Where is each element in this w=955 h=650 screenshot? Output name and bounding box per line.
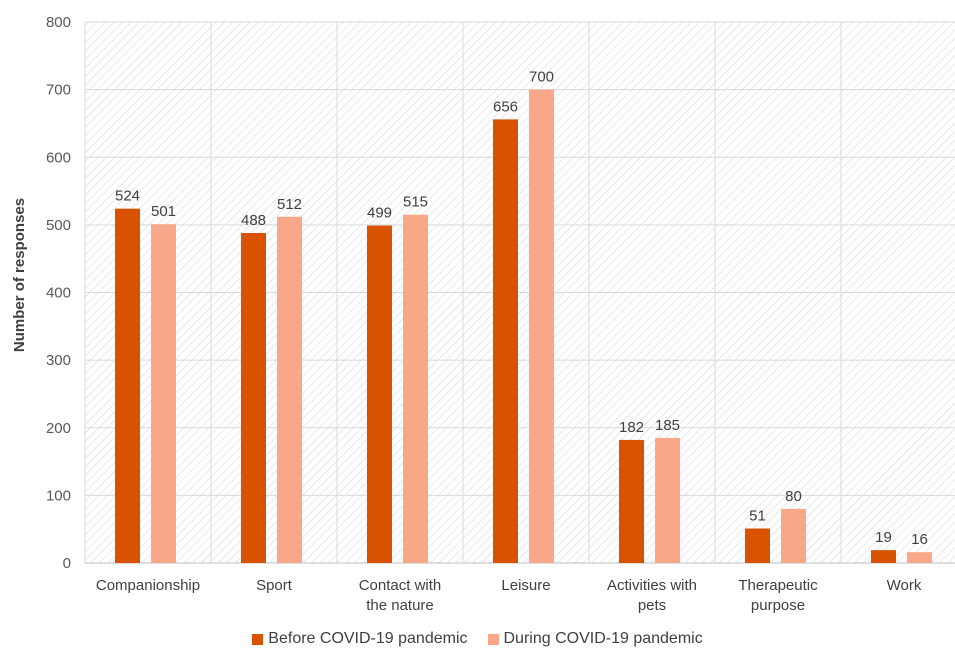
bar-during	[781, 508, 806, 563]
bar-during	[529, 89, 554, 563]
y-tick-label: 400	[46, 285, 71, 302]
x-category-label: Leisure	[501, 577, 550, 594]
data-label: 524	[115, 188, 140, 205]
y-tick-label: 200	[46, 420, 71, 437]
legend-item-before: Before COVID-19 pandemic	[252, 628, 468, 650]
x-category-label: Activities with	[607, 577, 697, 594]
bar-before	[367, 225, 392, 563]
y-tick-label: 600	[46, 149, 71, 166]
data-label: 488	[241, 212, 266, 229]
data-label: 700	[529, 69, 554, 86]
y-tick-label: 300	[46, 352, 71, 369]
gridlines	[84, 21, 955, 564]
data-label: 16	[911, 531, 928, 548]
bar-before	[115, 208, 140, 563]
legend-swatch-before	[252, 633, 264, 645]
x-category-label: purpose	[751, 597, 805, 614]
bar-during	[151, 224, 176, 564]
data-label: 512	[277, 196, 302, 213]
x-category-label: Work	[887, 577, 922, 594]
bar-during	[655, 437, 680, 563]
x-category-label: Therapeutic	[738, 577, 818, 594]
legend: Before COVID-19 pandemic During COVID-19…	[0, 628, 955, 650]
y-axis-label: Number of responses	[11, 198, 28, 352]
data-label: 656	[493, 98, 518, 115]
legend-label-before: Before COVID-19 pandemic	[268, 630, 468, 647]
y-tick-label: 700	[46, 82, 71, 99]
bar-during	[907, 552, 932, 563]
data-label: 515	[403, 194, 428, 211]
bar-before	[871, 550, 896, 563]
x-category-label: Companionship	[96, 577, 200, 594]
bars	[115, 89, 932, 564]
y-axis-ticks: 0 100 200 300 400 500 600 700 800	[46, 14, 71, 572]
data-label: 182	[619, 419, 644, 436]
y-tick-label: 100	[46, 487, 71, 504]
x-category-label: Contact with	[359, 577, 442, 594]
bar-before	[745, 528, 770, 563]
x-axis-categories: Companionship Sport Contact with the nature…	[96, 577, 922, 614]
data-label: 19	[875, 529, 892, 546]
x-category-label: the nature	[366, 597, 434, 614]
y-tick-label: 800	[46, 14, 71, 31]
bar-before	[619, 439, 644, 563]
data-label: 501	[151, 203, 176, 220]
y-tick-label: 0	[63, 555, 71, 572]
x-category-label: pets	[638, 597, 666, 614]
legend-label-during: During COVID-19 pandemic	[503, 630, 703, 647]
bar-during	[403, 214, 428, 563]
data-label: 499	[367, 205, 392, 222]
data-labels: 524 488 499 656 182 51 19 501 512 515 700 185 80 16	[115, 69, 928, 549]
data-label: 51	[749, 508, 766, 525]
bar-during	[277, 216, 302, 563]
x-category-label: Sport	[256, 577, 293, 594]
y-tick-label: 500	[46, 217, 71, 234]
data-label: 185	[655, 417, 680, 434]
data-label: 80	[785, 488, 802, 505]
bar-before	[241, 232, 266, 564]
legend-swatch-during	[487, 633, 499, 645]
legend-item-during: During COVID-19 pandemic	[487, 628, 703, 650]
bar-before	[493, 119, 518, 563]
